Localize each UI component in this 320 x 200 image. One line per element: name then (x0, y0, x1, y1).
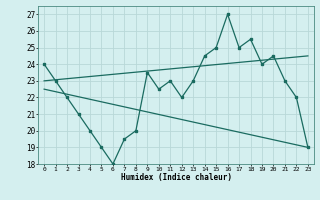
X-axis label: Humidex (Indice chaleur): Humidex (Indice chaleur) (121, 173, 231, 182)
